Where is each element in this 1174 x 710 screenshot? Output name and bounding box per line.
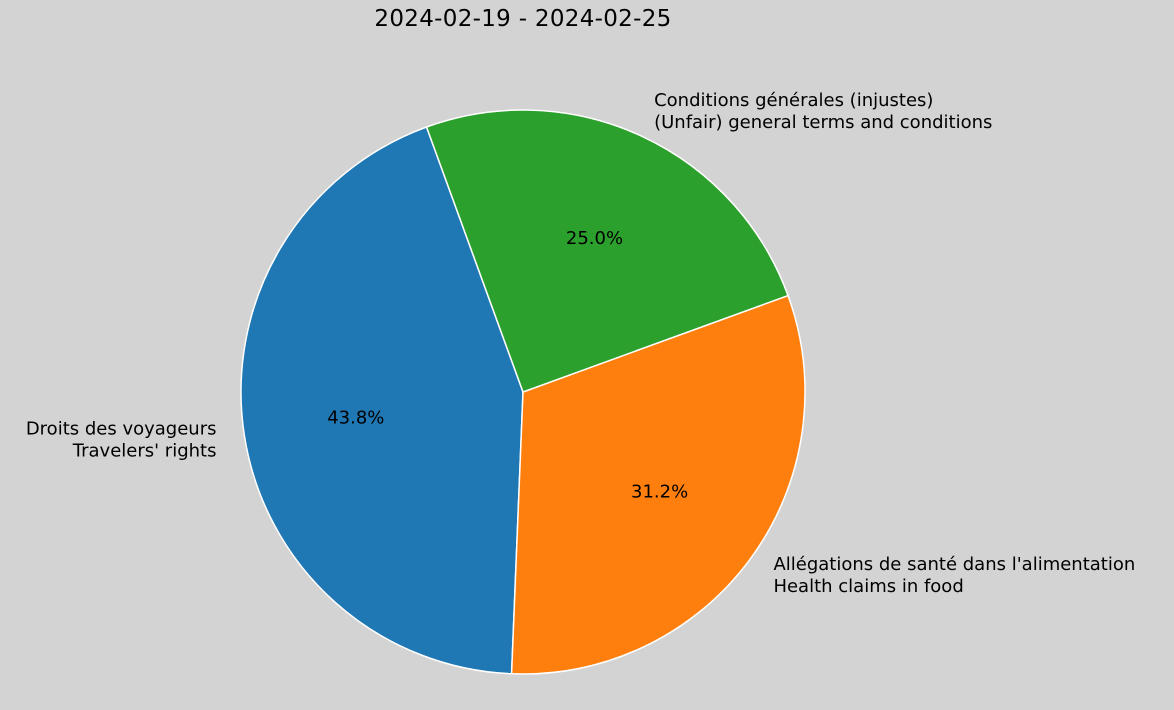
slice-percent-label: 25.0% [566, 228, 623, 249]
slice-label: Conditions générales (injustes) (Unfair) … [654, 90, 992, 133]
slice-label-line1: Allégations de santé dans l'alimentation [773, 554, 1135, 575]
slice-percent-label: 43.8% [327, 408, 384, 429]
slice-label-line2: Travelers' rights [72, 441, 217, 462]
pie-slice-2 [425, 109, 789, 393]
percent-labels-layer: 43.8% 31.2% 25.0% [327, 228, 688, 502]
slice-label: Droits des voyageurs Travelers' rights [26, 419, 217, 462]
pie-slice-1 [510, 294, 806, 675]
slice-label: Allégations de santé dans l'alimentation… [773, 554, 1135, 597]
slice-label-line2: (Unfair) general terms and conditions [654, 112, 992, 133]
pie-slice-0 [240, 126, 524, 675]
slice-label-line1: Droits des voyageurs [26, 419, 217, 440]
slice-label-line1: Conditions générales (injustes) [654, 90, 933, 111]
slices-layer [240, 109, 806, 675]
chart-title: 2024-02-19 - 2024-02-25 [374, 6, 672, 32]
slice-percent-label: 31.2% [631, 481, 688, 502]
slice-labels-layer: Droits des voyageurs Travelers' rights All… [26, 90, 1135, 597]
slice-label-line2: Health claims in food [773, 576, 963, 597]
